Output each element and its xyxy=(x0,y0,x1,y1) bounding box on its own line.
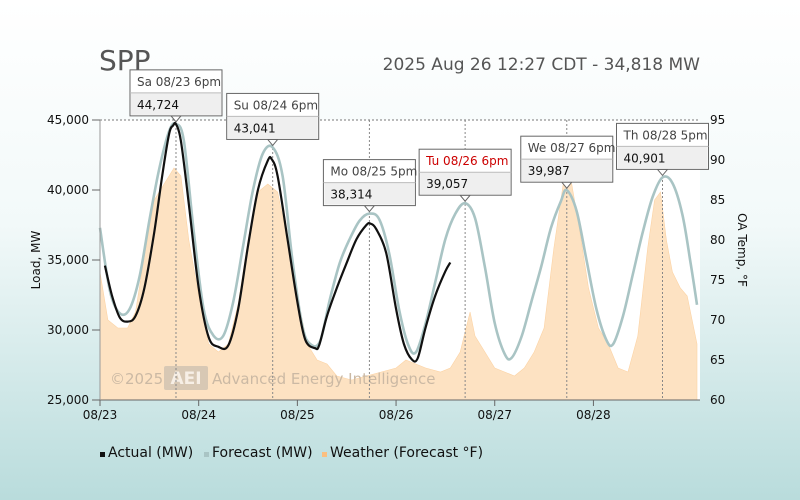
x-tick-label: 08/28 xyxy=(576,408,611,422)
legend: Actual (MW) Forecast (MW) Weather (Forecas… xyxy=(100,445,483,461)
callout-day-label: Th 08/28 5pm xyxy=(623,128,708,142)
forecast-series xyxy=(98,121,699,361)
callout-value-band xyxy=(420,172,511,195)
callout-value-band xyxy=(130,92,221,115)
callout-day-label: Su 08/24 6pm xyxy=(234,98,318,112)
header-status: 2025 Aug 26 12:27 CDT - 34,818 MW xyxy=(383,55,701,75)
callout-value-band xyxy=(324,182,415,205)
callout-day-label: Sa 08/23 6pm xyxy=(137,75,221,89)
peak-callout: Sa 08/23 6pm 44,724 xyxy=(129,69,223,123)
callout-value: 43,041 xyxy=(234,121,276,135)
x-tick-label: 08/26 xyxy=(379,408,414,422)
callout-value-band xyxy=(227,116,318,139)
x-tick-label: 08/24 xyxy=(181,408,216,422)
y-right-tick-label: 80 xyxy=(710,233,725,247)
callout-value-band xyxy=(617,146,708,169)
x-tick-label: 08/25 xyxy=(280,408,315,422)
y-right-tick-label: 75 xyxy=(710,273,725,287)
watermark-logo-text: AEI xyxy=(170,369,201,389)
callout-value-band xyxy=(521,159,612,182)
callout-day-label: Mo 08/25 5pm xyxy=(330,165,417,179)
axes: 08/23 08/24 08/25 08/26 08/27 08/28 25,000 30,0… xyxy=(29,113,749,422)
callout-value: 38,314 xyxy=(330,188,372,202)
actual-series xyxy=(103,121,452,363)
watermark-logo-box xyxy=(164,366,208,390)
legend-label: Actual (MW) xyxy=(108,445,193,461)
weather-series xyxy=(99,167,698,401)
y-right-tick-label: 95 xyxy=(710,113,725,127)
peak-callouts: Sa 08/23 6pm 44,724 Su 08/24 6pm 43,041 Mo 0… xyxy=(129,69,709,213)
y-right-tick-label: 90 xyxy=(710,153,725,167)
peak-callout: Mo 08/25 5pm 38,314 xyxy=(322,159,417,213)
callout-value: 40,901 xyxy=(624,151,666,165)
x-tick-label: 08/23 xyxy=(83,408,118,422)
legend-swatch xyxy=(322,452,327,457)
y-right-tick-label: 85 xyxy=(710,193,725,207)
callout-value: 39,057 xyxy=(426,177,468,191)
y-left-tick-label: 30,000 xyxy=(47,323,89,337)
peak-callout: Th 08/28 5pm 40,901 xyxy=(616,122,709,177)
y-right-tick-label: 65 xyxy=(710,353,725,367)
callout-value: 44,724 xyxy=(137,98,179,112)
x-tick-label: 08/27 xyxy=(477,408,512,422)
y-left-tick-label: 40,000 xyxy=(47,183,89,197)
legend-swatch xyxy=(100,452,105,457)
watermark: ©2025 AEI Advanced Energy Intelligence xyxy=(110,366,435,390)
y-left-tick-label: 45,000 xyxy=(47,113,89,127)
peak-callout: Tu 08/26 6pm 39,057 xyxy=(418,148,512,202)
y-right-tick-label: 60 xyxy=(710,393,725,407)
y-left-tick-label: 35,000 xyxy=(47,253,89,267)
callout-day-label: Tu 08/26 6pm xyxy=(425,154,508,168)
watermark-company: Advanced Energy Intelligence xyxy=(212,370,435,388)
grid xyxy=(100,119,700,400)
y-left-axis-label: Load, MW xyxy=(29,231,43,290)
actual-line xyxy=(103,121,452,363)
y-right-axis-label: OA Temp, °F xyxy=(735,213,749,287)
legend-swatch xyxy=(204,452,209,457)
watermark-copyright: ©2025 xyxy=(110,370,163,388)
y-left-tick-label: 25,000 xyxy=(47,393,89,407)
peak-callout: We 08/27 6pm 39,987 xyxy=(520,135,616,189)
forecast-line xyxy=(98,121,699,361)
legend-label: Forecast (MW) xyxy=(212,445,313,461)
peak-callout: Su 08/24 6pm 43,041 xyxy=(226,92,320,147)
y-right-tick-label: 70 xyxy=(710,313,725,327)
callout-value: 39,987 xyxy=(528,164,570,178)
legend-label: Weather (Forecast °F) xyxy=(330,445,483,461)
callout-day-label: We 08/27 6pm xyxy=(528,141,616,155)
weather-area xyxy=(99,167,698,401)
